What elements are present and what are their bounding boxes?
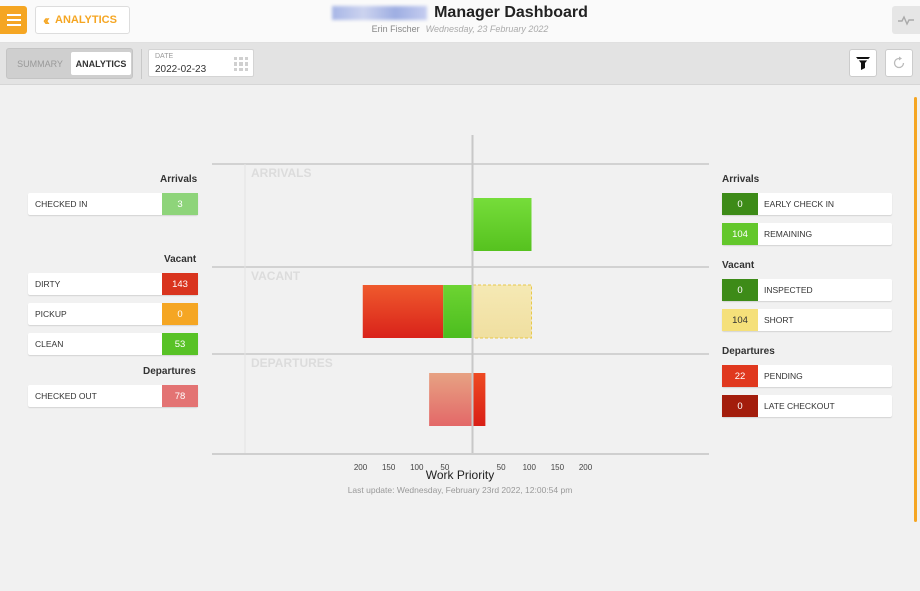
left-arrivals-title: Arrivals (160, 174, 198, 185)
bar-short (472, 284, 532, 339)
double-chevron-left-icon: ‹‹ (43, 11, 50, 29)
dirty-badge: 143 (162, 273, 198, 295)
checked-out-label: CHECKED OUT (35, 391, 97, 401)
pending-badge: 22 (722, 365, 758, 387)
checked-in-badge: 3 (162, 193, 198, 215)
right-arrivals-title: Arrivals (722, 174, 760, 185)
category-label-departures: DEPARTURES (251, 356, 333, 370)
tab-summary[interactable]: SUMMARY (17, 58, 63, 69)
header-subtitle: Erin Fischer Wednesday, 23 February 2022 (330, 24, 590, 34)
x-tick-label: 100 (523, 463, 537, 472)
pickup-row[interactable]: PICKUP 0 (28, 303, 198, 325)
date-value: 2022-02-23 (155, 64, 207, 75)
clean-row[interactable]: CLEAN 53 (28, 333, 198, 355)
date-caption: DATE (155, 53, 174, 60)
short-label: SHORT (764, 315, 794, 325)
late-checkout-label: LATE CHECKOUT (764, 401, 835, 411)
activity-pulse-icon (898, 15, 914, 26)
hamburger-icon (6, 14, 21, 16)
bar-remaining (473, 198, 532, 251)
left-departures-title: Departures (143, 366, 196, 377)
bar-dirty (362, 285, 444, 338)
short-badge: 104 (722, 309, 758, 331)
remaining-badge: 104 (722, 223, 758, 245)
view-toggle: SUMMARY ANALYTICS (6, 48, 133, 79)
back-button-label: ANALYTICS (55, 14, 117, 26)
top-bar: ‹‹ ANALYTICS Manager Dashboard Erin Fisc… (0, 0, 920, 43)
scrollbar-thumb[interactable] (914, 97, 917, 522)
right-departures-title: Departures (722, 346, 775, 357)
x-tick-label: 50 (497, 463, 506, 472)
remaining-row[interactable]: 104 REMAINING (722, 223, 892, 245)
filter-icon (856, 57, 870, 70)
blurred-property-name (332, 6, 428, 20)
activity-button[interactable] (892, 6, 920, 34)
checked-in-row[interactable]: CHECKED IN 3 (28, 193, 198, 215)
right-vacant-title: Vacant (722, 260, 755, 271)
short-row[interactable]: 104 SHORT (722, 309, 892, 331)
category-label-arrivals: ARRIVALS (251, 166, 311, 180)
header-date: Wednesday, 23 February 2022 (425, 24, 549, 35)
pickup-label: PICKUP (35, 309, 67, 319)
remaining-label: REMAINING (764, 229, 813, 239)
clean-label: CLEAN (35, 339, 64, 349)
x-tick-label: 100 (410, 463, 424, 472)
page-title: Manager Dashboard (434, 4, 588, 21)
x-tick-label: 50 (440, 463, 449, 472)
user-name: Erin Fischer (371, 24, 420, 35)
filter-button[interactable] (849, 49, 877, 77)
x-tick-label: 200 (579, 463, 593, 472)
chart-title: Work Priority (425, 468, 495, 482)
hamburger-icon-line (6, 19, 21, 21)
checked-out-row[interactable]: CHECKED OUT 78 (28, 385, 198, 407)
left-vacant-title: Vacant (164, 254, 197, 265)
calendar-grid-icon (234, 57, 248, 71)
early-check-in-row[interactable]: 0 EARLY CHECK IN (722, 193, 892, 215)
chart-last-update: Last update: Wednesday, February 23rd 20… (347, 485, 573, 495)
inspected-label: INSPECTED (764, 285, 813, 295)
clean-badge: 53 (162, 333, 198, 355)
late-checkout-row[interactable]: 0 LATE CHECKOUT (722, 395, 892, 417)
inspected-badge: 0 (722, 279, 758, 301)
pending-label: PENDING (764, 371, 803, 381)
inspected-row[interactable]: 0 INSPECTED (722, 279, 892, 301)
early-check-in-label: EARLY CHECK IN (764, 199, 835, 209)
dirty-row[interactable]: DIRTY 143 (28, 273, 198, 295)
bar-clean (443, 285, 473, 338)
x-tick-label: 200 (354, 463, 368, 472)
x-tick-label: 150 (551, 463, 565, 472)
tab-analytics[interactable]: ANALYTICS (71, 52, 131, 75)
refresh-icon (893, 56, 905, 69)
date-picker[interactable]: DATE 2022-02-23 (148, 49, 254, 77)
early-check-in-badge: 0 (722, 193, 758, 215)
page-header: Manager Dashboard Erin Fischer Wednesday,… (330, 4, 590, 34)
toolbar: SUMMARY ANALYTICS DATE 2022-02-23 (0, 43, 920, 85)
bar-checked-out (429, 373, 473, 426)
x-tick-label: 150 (382, 463, 396, 472)
pending-row[interactable]: 22 PENDING (722, 365, 892, 387)
checked-in-label: CHECKED IN (35, 199, 88, 209)
pickup-badge: 0 (162, 303, 198, 325)
refresh-button[interactable] (885, 49, 913, 77)
dirty-label: DIRTY (35, 279, 61, 289)
late-checkout-badge: 0 (722, 395, 758, 417)
menu-button[interactable] (0, 6, 27, 34)
back-to-analytics-button[interactable]: ‹‹ ANALYTICS (35, 6, 130, 34)
category-label-vacant: VACANT (251, 269, 301, 283)
toolbar-divider (141, 49, 142, 79)
bar-pending (473, 373, 486, 426)
hamburger-icon-line (6, 24, 21, 26)
work-priority-chart: ARRIVALS VACANT DEPARTURES 200 150 100 50 50 100… (212, 135, 709, 472)
checked-out-badge: 78 (162, 385, 198, 407)
